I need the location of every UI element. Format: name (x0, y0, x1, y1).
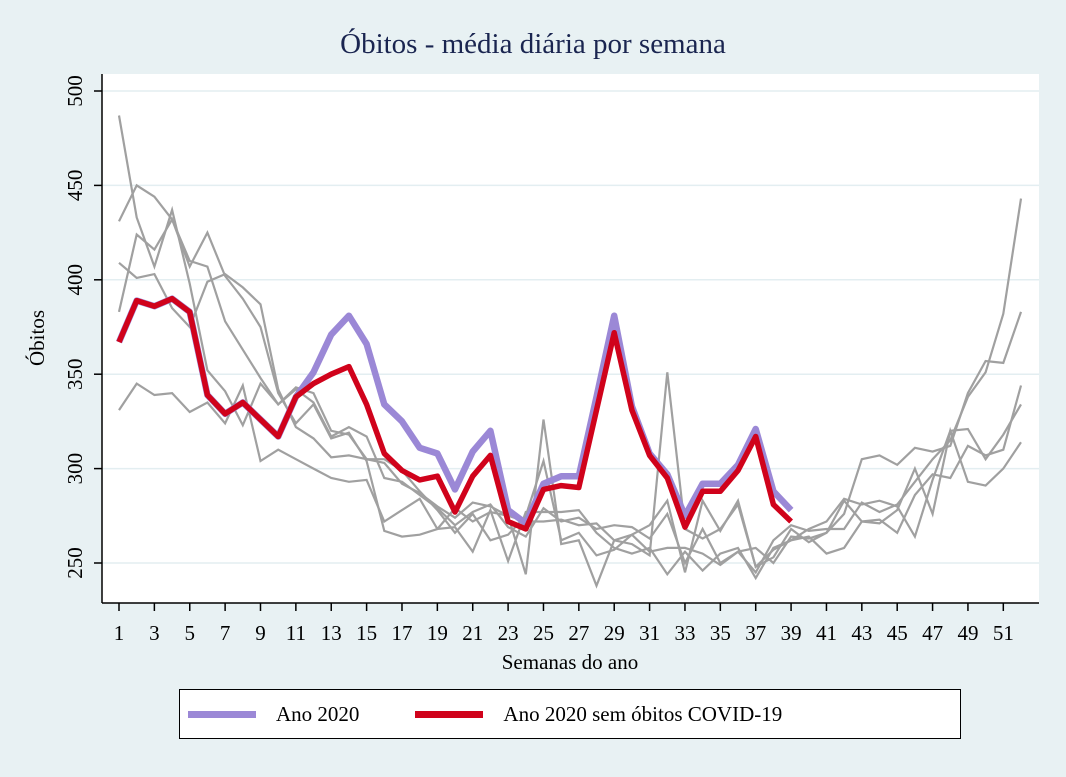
y-tick-label: 500 (63, 75, 87, 107)
y-tick-label: 250 (63, 547, 87, 579)
x-tick-label: 23 (498, 621, 519, 645)
x-tick-label: 25 (533, 621, 554, 645)
x-tick-label: 27 (568, 621, 589, 645)
legend: Ano 2020 Ano 2020 sem óbitos COVID-19 (179, 689, 961, 739)
x-tick-label: 1 (114, 621, 125, 645)
legend-swatch-red (415, 710, 484, 718)
x-tick-label: 41 (816, 621, 837, 645)
historical-series-line (118, 261, 1022, 573)
plot-area (102, 74, 1039, 603)
x-tick-label: 17 (391, 621, 412, 645)
x-tick-label: 51 (993, 621, 1014, 645)
historical-series-line (118, 382, 1022, 581)
x-axis-title: Semanas do ano (502, 650, 638, 674)
x-tick-label: 47 (922, 621, 943, 645)
x-tick-label: 31 (639, 621, 660, 645)
x-tick-label: 5 (184, 621, 195, 645)
x-tick-label: 7 (220, 621, 231, 645)
y-tick-label: 400 (63, 264, 87, 296)
highlight-series-group (116, 295, 794, 532)
historical-series-line (118, 183, 1023, 575)
chart-title: Óbitos - média diária por semana (340, 28, 726, 60)
y-axis-title: Óbitos (25, 310, 49, 366)
x-tick-label: 33 (674, 621, 695, 645)
historical-series-group (117, 115, 1023, 589)
x-tick-label: 45 (887, 621, 908, 645)
x-tick-label: 43 (851, 621, 872, 645)
x-tick-label: 19 (427, 621, 448, 645)
x-tick-label: 9 (255, 621, 266, 645)
series-line-sem-covid (116, 295, 794, 532)
y-tick-label: 450 (63, 170, 87, 202)
x-tick-label: 15 (356, 621, 377, 645)
x-axis-ticks: 1 3 5 7 9 11 13 15 17 19 21 23 25 27 29 31 33 35 37 39 41 43 4… (114, 603, 1014, 645)
x-tick-label: 49 (957, 621, 978, 645)
y-axis-ticks: 250 300 350 400 450 500 (63, 75, 102, 579)
x-tick-label: 11 (286, 621, 306, 645)
x-tick-label: 37 (745, 621, 766, 645)
x-tick-label: 29 (604, 621, 625, 645)
legend-item-ano-2020: Ano 2020 (188, 702, 359, 727)
historical-series-line (117, 115, 1023, 567)
x-tick-label: 39 (781, 621, 802, 645)
legend-label: Ano 2020 sem óbitos COVID-19 (503, 701, 783, 726)
x-tick-label: 35 (710, 621, 731, 645)
x-tick-label: 3 (149, 621, 160, 645)
legend-swatch-purple (188, 710, 256, 718)
legend-label: Ano 2020 (276, 701, 360, 726)
x-tick-label: 13 (321, 621, 342, 645)
historical-series-line (117, 216, 1023, 589)
y-tick-label: 300 (63, 453, 87, 485)
x-tick-label: 21 (462, 621, 483, 645)
y-tick-label: 350 (63, 358, 87, 390)
legend-item-sem-covid: Ano 2020 sem óbitos COVID-19 (415, 702, 782, 727)
grid-lines (102, 90, 1039, 564)
